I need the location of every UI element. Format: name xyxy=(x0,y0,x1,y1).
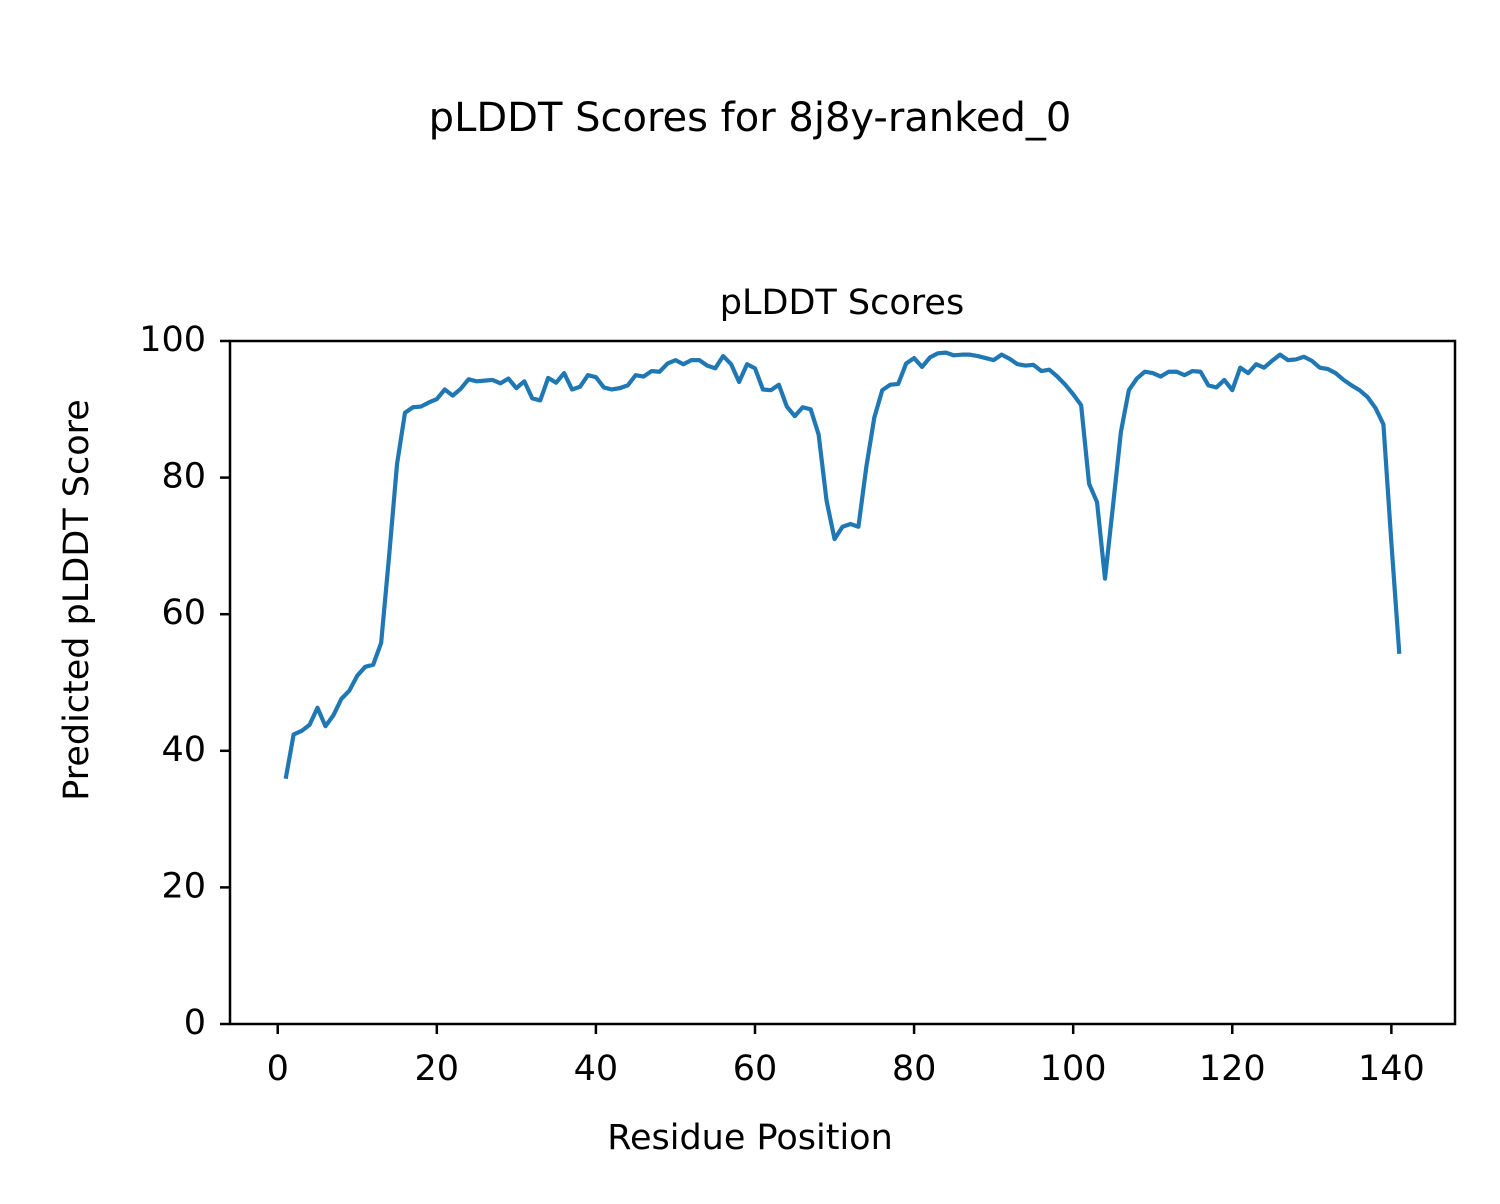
y-tick-label: 40 xyxy=(161,730,206,770)
x-tick-label: 40 xyxy=(574,1049,619,1089)
x-axis-label: Residue Position xyxy=(607,1118,893,1158)
x-axis: 0 20 40 60 80 100 120 140 xyxy=(267,1024,1425,1089)
x-tick-label: 60 xyxy=(733,1049,778,1089)
y-tick-label: 80 xyxy=(161,457,206,497)
y-tick-label: 100 xyxy=(139,320,206,360)
series-line-0 xyxy=(283,350,1402,780)
y-axis-label: Predicted pLDDT Score xyxy=(57,399,97,801)
axes-title: pLDDT Scores xyxy=(720,283,964,323)
x-tick-label: 0 xyxy=(267,1049,289,1089)
axes-frame xyxy=(228,339,1457,1026)
x-tick-label: 80 xyxy=(892,1049,937,1089)
x-tick-label: 140 xyxy=(1358,1049,1425,1089)
y-axis: 0 20 40 60 80 100 xyxy=(139,320,230,1043)
x-tick-label: 20 xyxy=(415,1049,460,1089)
x-tick-label: 120 xyxy=(1199,1049,1266,1089)
y-tick-label: 60 xyxy=(161,593,206,633)
y-tick-label: 20 xyxy=(161,866,206,906)
x-tick-label: 100 xyxy=(1040,1049,1107,1089)
y-tick-label: 0 xyxy=(184,1003,206,1043)
figure-suptitle: pLDDT Scores for 8j8y-ranked_0 xyxy=(429,95,1072,141)
plot-area xyxy=(283,350,1402,780)
